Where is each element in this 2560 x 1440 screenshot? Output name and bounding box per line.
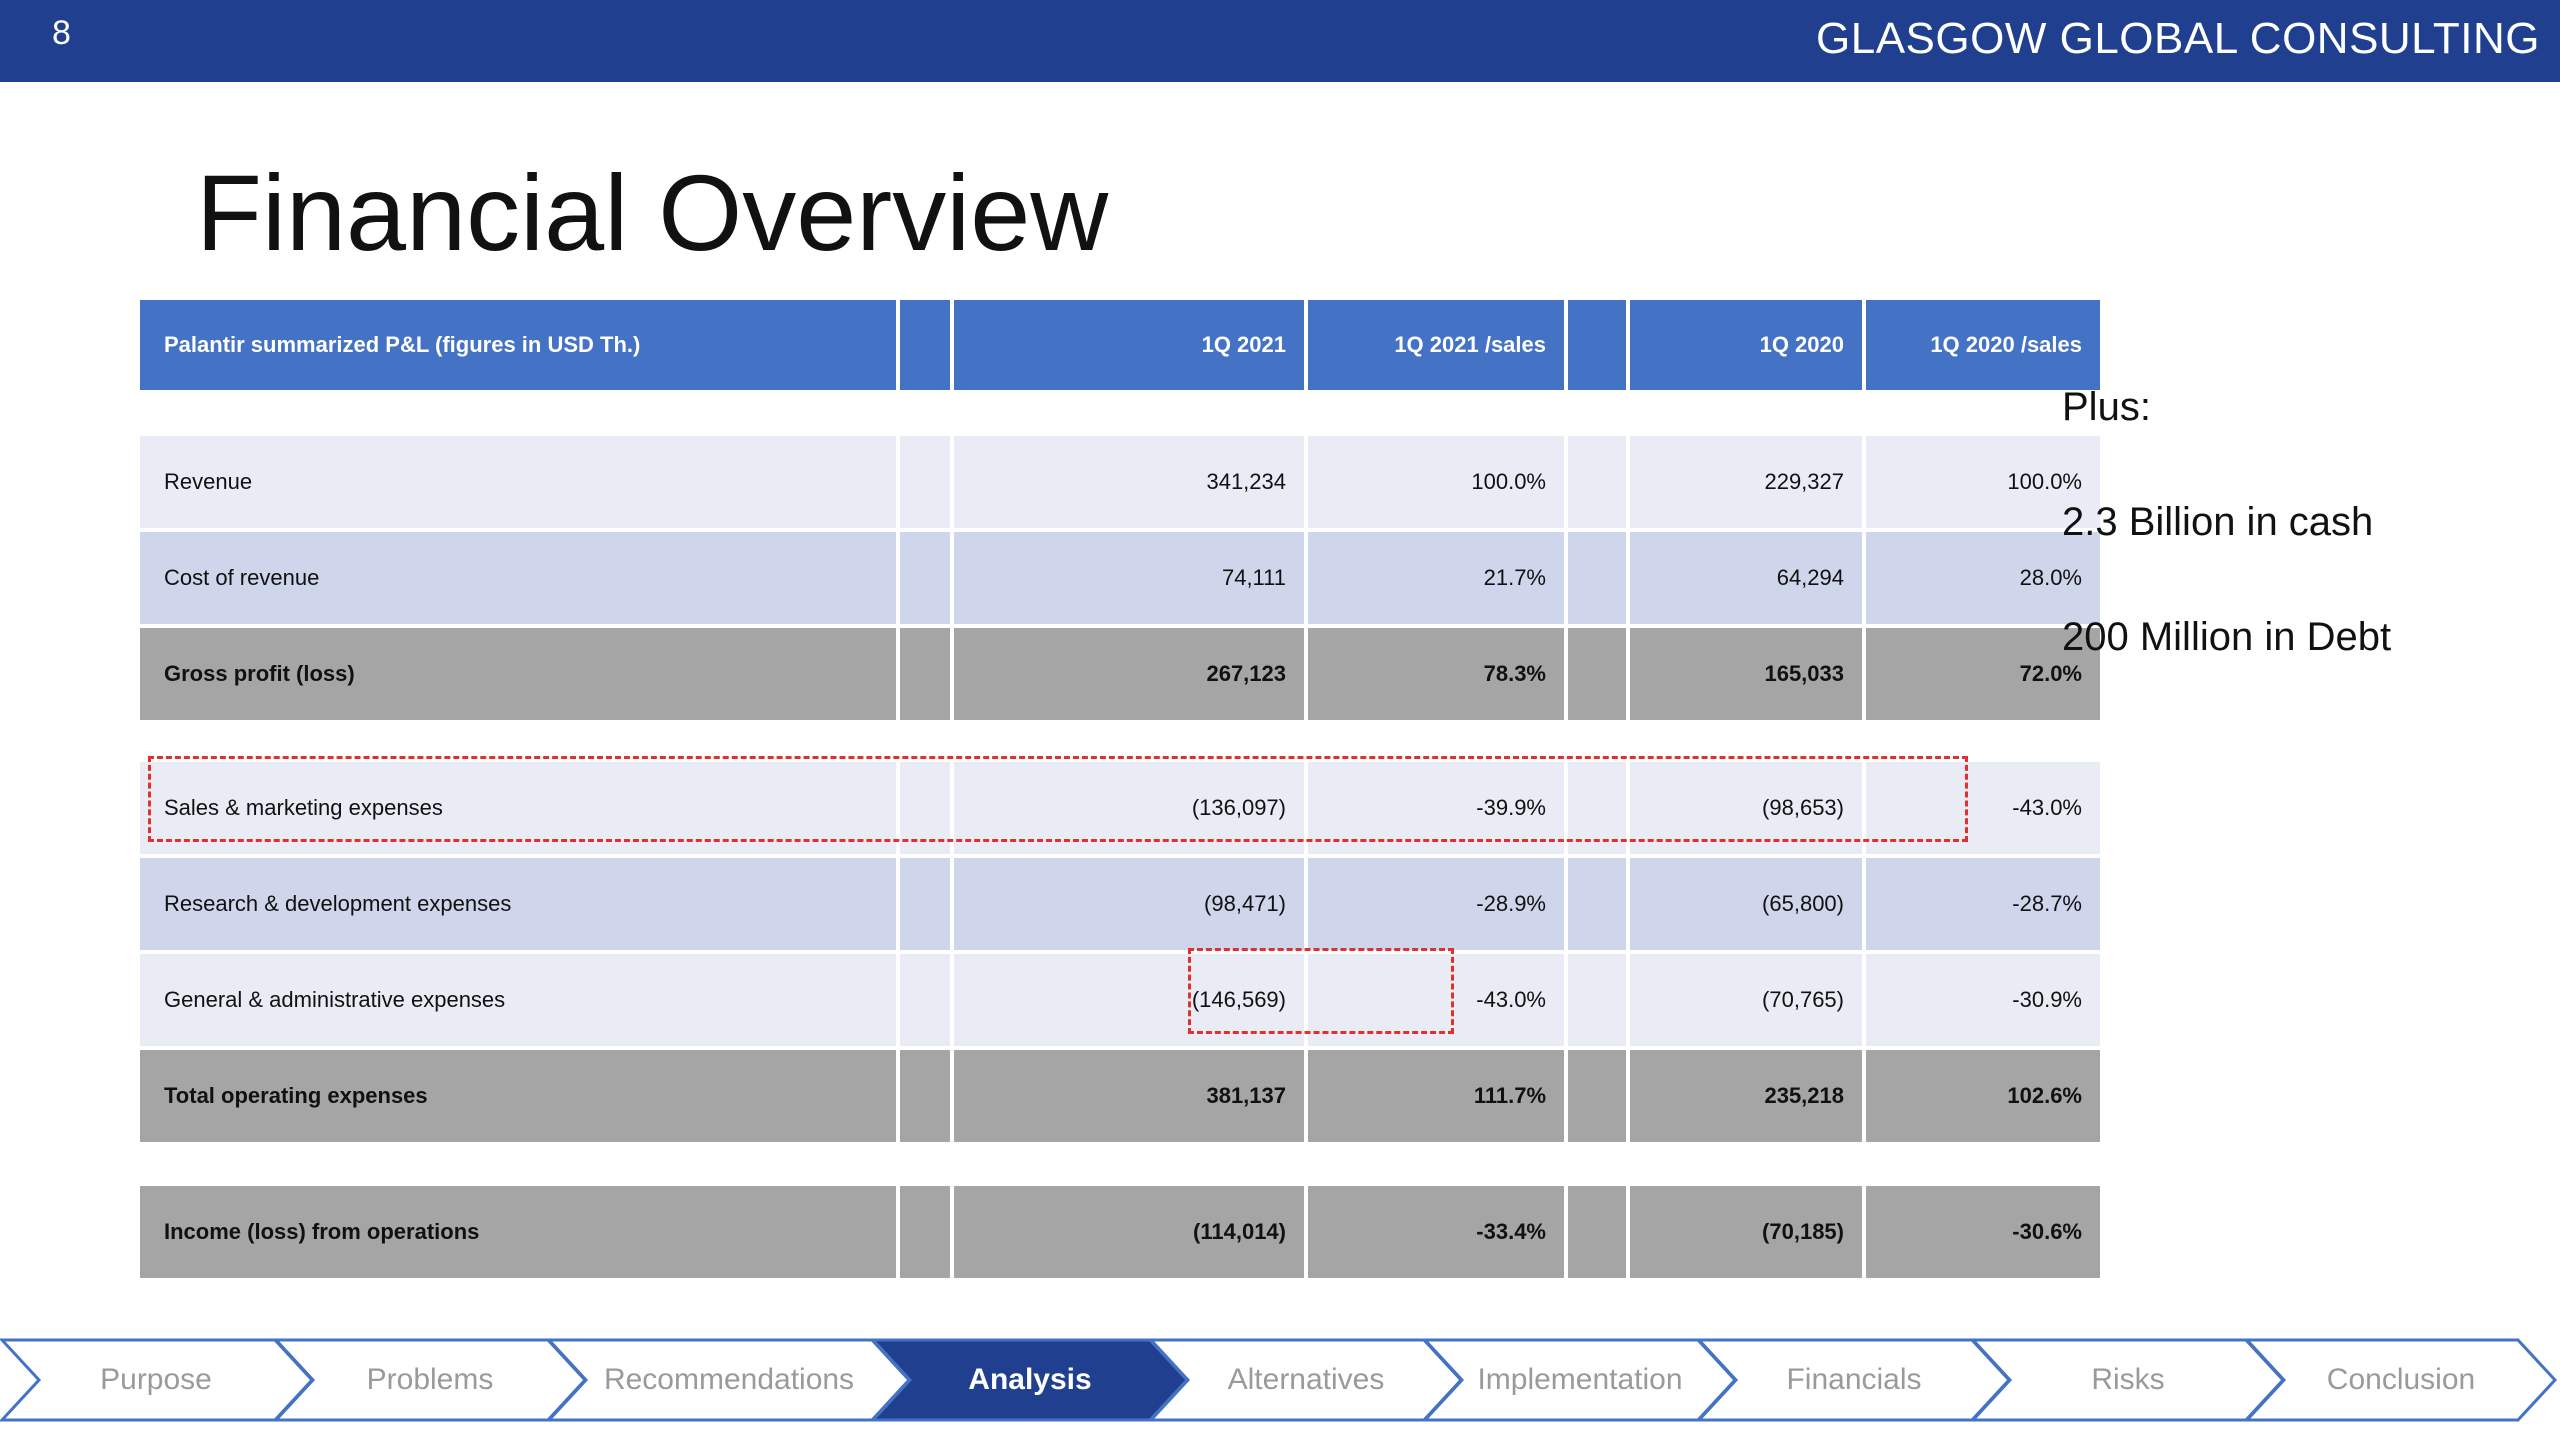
row-spacer [900,858,950,950]
row-label: Gross profit (loss) [140,628,896,720]
value-1q2020-sales: 28.0% [1866,532,2100,624]
value-1q2020: 165,033 [1630,628,1862,720]
value-1q2021-sales: 111.7% [1308,1050,1564,1142]
note-plus: Plus: [2062,385,2151,429]
row-spacer [900,532,950,624]
table-row: Revenue 341,234 100.0% 229,327 100.0% [140,436,2100,528]
value-1q2021: (146,569) [954,954,1304,1046]
row-label: Total operating expenses [140,1050,896,1142]
value-1q2021-sales: -43.0% [1308,954,1564,1046]
value-1q2021-sales: -39.9% [1308,762,1564,854]
table-row: Gross profit (loss) 267,123 78.3% 165,03… [140,628,2100,720]
value-1q2021: 267,123 [954,628,1304,720]
row-label: Income (loss) from operations [140,1186,896,1278]
page-title: Financial Overview [196,152,1109,273]
row-spacer [1568,954,1626,1046]
nav-item-implementation[interactable]: Implementation [1477,1363,1683,1396]
row-label: Cost of revenue [140,532,896,624]
row-label: General & administrative expenses [140,954,896,1046]
value-1q2021-sales: 78.3% [1308,628,1564,720]
pl-table: Palantir summarized P&L (figures in USD … [140,300,2100,1280]
table-row: Income (loss) from operations (114,014) … [140,1186,2100,1278]
note-cash: 2.3 Billion in cash [2062,500,2374,544]
table-row: General & administrative expenses (146,5… [140,954,2100,1046]
row-spacer [900,628,950,720]
table-row: Sales & marketing expenses (136,097) -39… [140,762,2100,854]
value-1q2020-sales: -28.7% [1866,858,2100,950]
slide-number: 8 [52,14,71,52]
table-row: Cost of revenue 74,111 21.7% 64,294 28.0… [140,532,2100,624]
brand-name: GLASGOW GLOBAL CONSULTING [1816,14,2540,63]
value-1q2021-sales: 21.7% [1308,532,1564,624]
row-label: Research & development expenses [140,858,896,950]
header-spacer [900,300,950,390]
header-spacer [1568,300,1626,390]
row-spacer [1568,762,1626,854]
highlight-sales-marketing-row [148,756,1968,842]
nav-chevron-conclusion [2243,1338,2558,1422]
nav-item-risks[interactable]: Risks [2091,1363,2165,1396]
value-1q2021: (98,471) [954,858,1304,950]
row-label: Sales & marketing expenses [140,762,896,854]
value-1q2021: 381,137 [954,1050,1304,1142]
nav-item-analysis[interactable]: Analysis [968,1363,1092,1396]
value-1q2020: (98,653) [1630,762,1862,854]
value-1q2020-sales: 102.6% [1866,1050,2100,1142]
nav-item-purpose[interactable]: Purpose [100,1363,212,1396]
row-spacer [900,1186,950,1278]
value-1q2021: 74,111 [954,532,1304,624]
table-header: Palantir summarized P&L (figures in USD … [140,300,2100,390]
value-1q2021: (114,014) [954,1186,1304,1278]
value-1q2020-sales: -30.6% [1866,1186,2100,1278]
header-1q2021-sales: 1Q 2021 /sales [1308,300,1564,390]
row-spacer [900,1050,950,1142]
nav-item-alternatives[interactable]: Alternatives [1227,1363,1385,1396]
value-1q2020: 229,327 [1630,436,1862,528]
nav-item-problems[interactable]: Problems [366,1363,494,1396]
header-1q2020: 1Q 2020 [1630,300,1862,390]
row-label: Revenue [140,436,896,528]
value-1q2020: (65,800) [1630,858,1862,950]
row-spacer [900,954,950,1046]
row-spacer [1568,1050,1626,1142]
value-1q2020-sales: -30.9% [1866,954,2100,1046]
value-1q2020: 235,218 [1630,1050,1862,1142]
section-nav: Purpose Problems Recommendations Analysi… [0,1336,2560,1424]
value-1q2020: 64,294 [1630,532,1862,624]
row-spacer [1568,628,1626,720]
note-debt: 200 Million in Debt [2062,615,2392,659]
value-1q2020-sales: -43.0% [1866,762,2100,854]
nav-item-recommendations[interactable]: Recommendations [603,1363,855,1396]
value-1q2021-sales: -28.9% [1308,858,1564,950]
table-row: Research & development expenses (98,471)… [140,858,2100,950]
row-spacer [900,762,950,854]
value-1q2020: (70,765) [1630,954,1862,1046]
header-1q2020-sales: 1Q 2020 /sales [1866,300,2100,390]
row-spacer [1568,858,1626,950]
row-spacer [900,436,950,528]
nav-chevrons [0,1338,2558,1422]
nav-item-financials[interactable]: Financials [1786,1363,1922,1396]
row-spacer [1568,1186,1626,1278]
value-1q2020: (70,185) [1630,1186,1862,1278]
value-1q2021: (136,097) [954,762,1304,854]
value-1q2021: 341,234 [954,436,1304,528]
highlight-ga-percent [1188,948,1454,1034]
row-spacer [1568,532,1626,624]
table-row: Total operating expenses 381,137 111.7% … [140,1050,2100,1142]
value-1q2021-sales: -33.4% [1308,1186,1564,1278]
header-1q2021: 1Q 2021 [954,300,1304,390]
row-spacer [1568,436,1626,528]
nav-item-conclusion[interactable]: Conclusion [2326,1363,2476,1396]
value-1q2020-sales: 100.0% [1866,436,2100,528]
header-bar: 8 GLASGOW GLOBAL CONSULTING [0,0,2560,82]
value-1q2020-sales: 72.0% [1866,628,2100,720]
value-1q2021-sales: 100.0% [1308,436,1564,528]
header-label: Palantir summarized P&L (figures in USD … [140,300,896,390]
